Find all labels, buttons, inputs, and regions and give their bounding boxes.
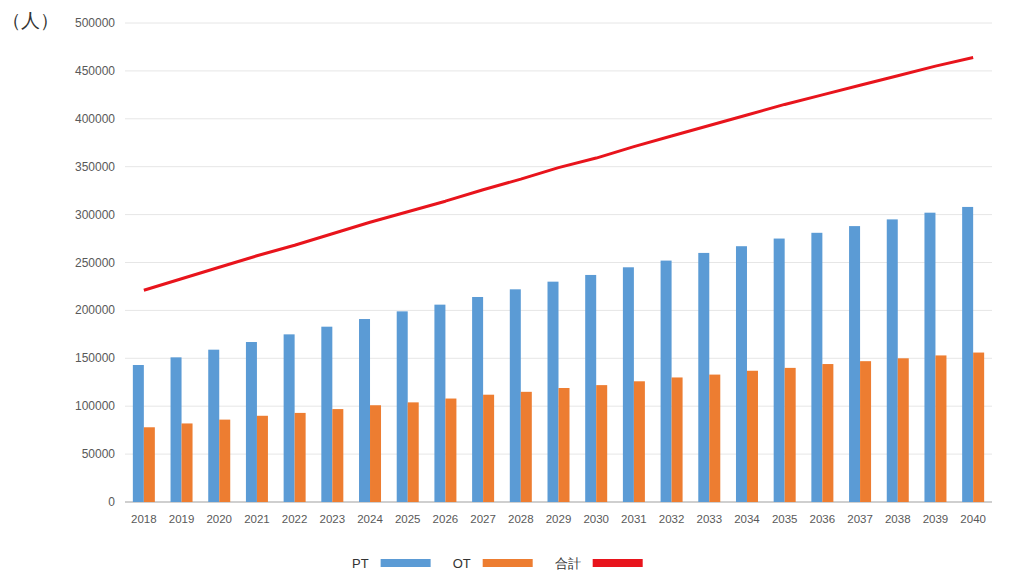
y-tick-label: 300000: [75, 208, 115, 222]
x-tick-label: 2033: [696, 513, 722, 525]
x-tick-label: 2023: [320, 513, 346, 525]
bar: [822, 364, 833, 502]
bar: [257, 416, 268, 502]
x-tick-label: 2031: [621, 513, 647, 525]
bar: [811, 233, 822, 502]
bar: [472, 297, 483, 502]
bar: [661, 261, 672, 502]
x-tick-label: 2036: [810, 513, 836, 525]
grid-line: [125, 70, 992, 71]
bar: [332, 409, 343, 502]
bar: [736, 246, 747, 502]
bar: [935, 355, 946, 502]
bar: [133, 365, 144, 502]
bar: [483, 395, 494, 502]
bar: [672, 377, 683, 502]
legend-label: PT: [352, 556, 369, 571]
y-tick-label: 400000: [75, 112, 115, 126]
grid-line: [125, 214, 992, 215]
bar: [962, 207, 973, 502]
legend-swatch: [483, 559, 533, 567]
x-tick-label: 2022: [282, 513, 308, 525]
x-tick-label: 2039: [923, 513, 949, 525]
x-tick-label: 2029: [546, 513, 572, 525]
bar: [408, 402, 419, 502]
bar: [849, 226, 860, 502]
bar: [144, 427, 155, 502]
x-tick-label: 2025: [395, 513, 421, 525]
bar: [898, 358, 909, 502]
bar: [208, 350, 219, 502]
x-tick-label: 2019: [169, 513, 195, 525]
x-tick-label: 2021: [244, 513, 270, 525]
x-tick-label: 2034: [734, 513, 760, 525]
bar: [521, 392, 532, 502]
legend-label: 合計: [555, 556, 581, 571]
bar: [774, 239, 785, 502]
bar: [887, 219, 898, 502]
legend-swatch: [593, 559, 643, 567]
x-tick-label: 2024: [357, 513, 383, 525]
grid-line: [125, 118, 992, 119]
x-tick-label: 2026: [433, 513, 459, 525]
x-tick-label: 2027: [470, 513, 496, 525]
bar: [370, 405, 381, 502]
bar: [747, 371, 758, 502]
bar: [246, 342, 257, 502]
bar: [434, 305, 445, 502]
bar: [397, 311, 408, 502]
grid-line: [125, 23, 992, 24]
legend-swatch: [381, 559, 431, 567]
bar: [510, 289, 521, 502]
y-tick-label: 500000: [75, 16, 115, 30]
bar: [924, 213, 935, 502]
y-tick-label: 450000: [75, 64, 115, 78]
bar: [295, 413, 306, 502]
plot-area: [133, 57, 984, 502]
y-tick-label: 50000: [82, 447, 116, 461]
line: [144, 57, 973, 290]
x-tick-label: 2035: [772, 513, 798, 525]
y-tick-label: 350000: [75, 160, 115, 174]
bar: [973, 353, 984, 502]
x-tick-label: 2028: [508, 513, 534, 525]
y-tick-label: 200000: [75, 303, 115, 317]
bar: [585, 275, 596, 502]
x-tick-label: 2037: [847, 513, 873, 525]
x-tick-label: 2030: [583, 513, 609, 525]
bar: [171, 357, 182, 502]
y-axis-label: （人）: [2, 10, 59, 31]
x-tick-label: 2032: [659, 513, 685, 525]
x-tick-label: 2038: [885, 513, 911, 525]
y-tick-label: 150000: [75, 351, 115, 365]
y-tick-label: 250000: [75, 256, 115, 270]
bar: [860, 361, 871, 502]
y-tick-label: 0: [108, 495, 115, 509]
bar: [709, 375, 720, 502]
bar: [785, 368, 796, 502]
x-tick-label: 2020: [206, 513, 232, 525]
bar: [596, 385, 607, 502]
chart: 0 50000 100000 150000 200000 250000 300000 3500…: [0, 0, 1024, 576]
x-tick-label: 2018: [131, 513, 157, 525]
y-tick-label: 100000: [75, 399, 115, 413]
bar: [219, 420, 230, 502]
bar: [548, 282, 559, 502]
bar: [634, 381, 645, 502]
bar: [445, 399, 456, 502]
bar: [359, 319, 370, 502]
grid-line: [125, 262, 992, 263]
bar: [623, 267, 634, 502]
bar: [559, 388, 570, 502]
bar: [321, 327, 332, 502]
legend-label: OT: [453, 556, 471, 571]
bar: [284, 334, 295, 502]
bar: [182, 423, 193, 502]
bar: [698, 253, 709, 502]
x-tick-label: 2040: [960, 513, 986, 525]
